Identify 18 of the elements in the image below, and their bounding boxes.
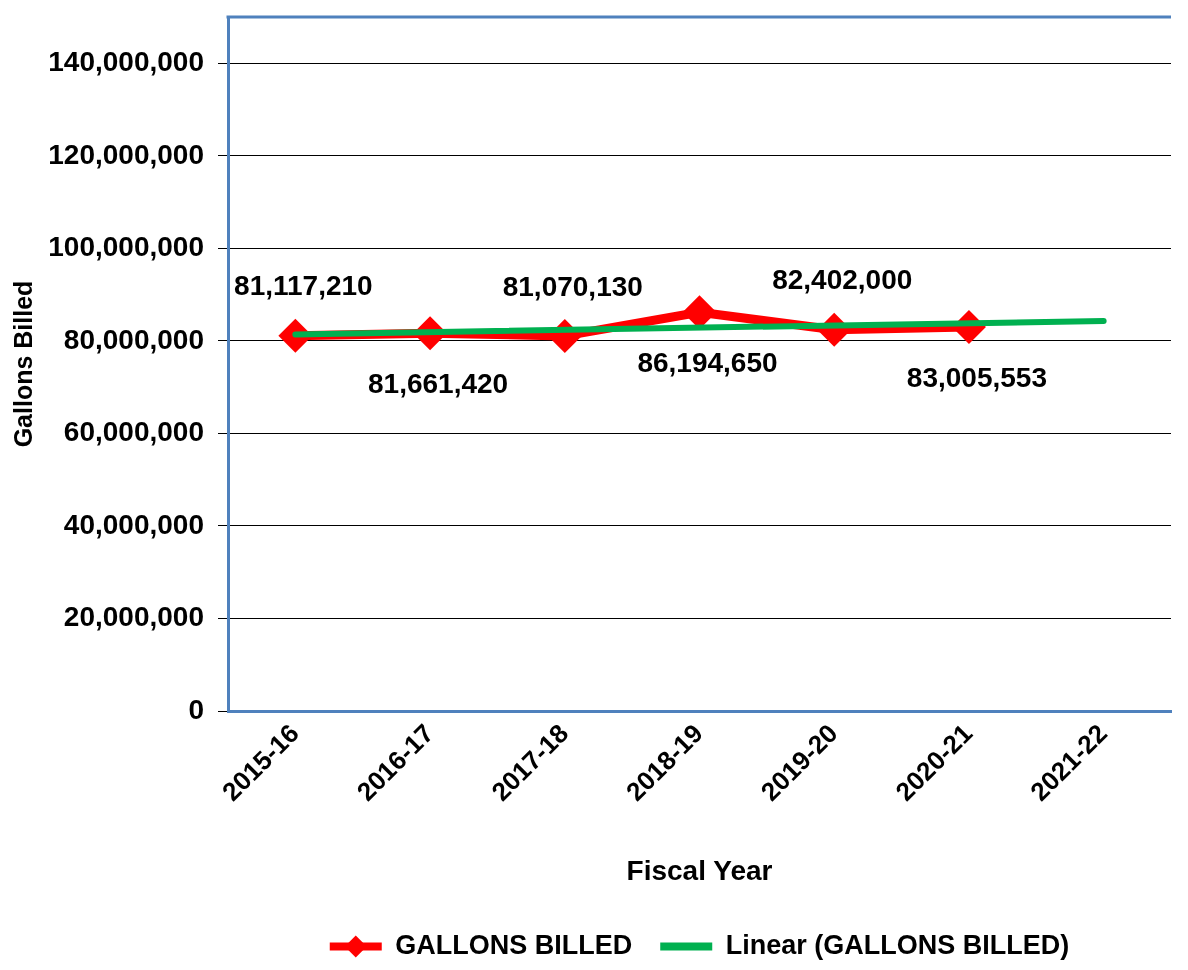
y-tick-label: 80,000,000 (63, 323, 204, 355)
y-axis-title: Gallons Billed (8, 280, 37, 448)
x-axis-title: Fiscal Year (626, 854, 773, 886)
data-label: 82,402,000 (772, 264, 913, 296)
y-tick-label: 100,000,000 (48, 231, 204, 263)
data-label: 81,070,130 (502, 270, 643, 302)
y-tick-label: 140,000,000 (48, 45, 204, 77)
y-tick-label: 0 (188, 693, 204, 725)
data-label: 81,661,420 (368, 367, 509, 399)
y-tick-label: 20,000,000 (63, 601, 204, 633)
data-label: 83,005,553 (906, 361, 1047, 393)
legend-label: GALLONS BILLED (395, 929, 633, 960)
y-tick-label: 60,000,000 (63, 416, 204, 448)
legend-label: Linear (GALLONS BILLED) (725, 929, 1070, 960)
data-label: 86,194,650 (637, 346, 778, 378)
data-label: 81,117,210 (234, 270, 373, 302)
y-tick-label: 120,000,000 (48, 138, 204, 170)
y-tick-label: 40,000,000 (63, 508, 204, 540)
